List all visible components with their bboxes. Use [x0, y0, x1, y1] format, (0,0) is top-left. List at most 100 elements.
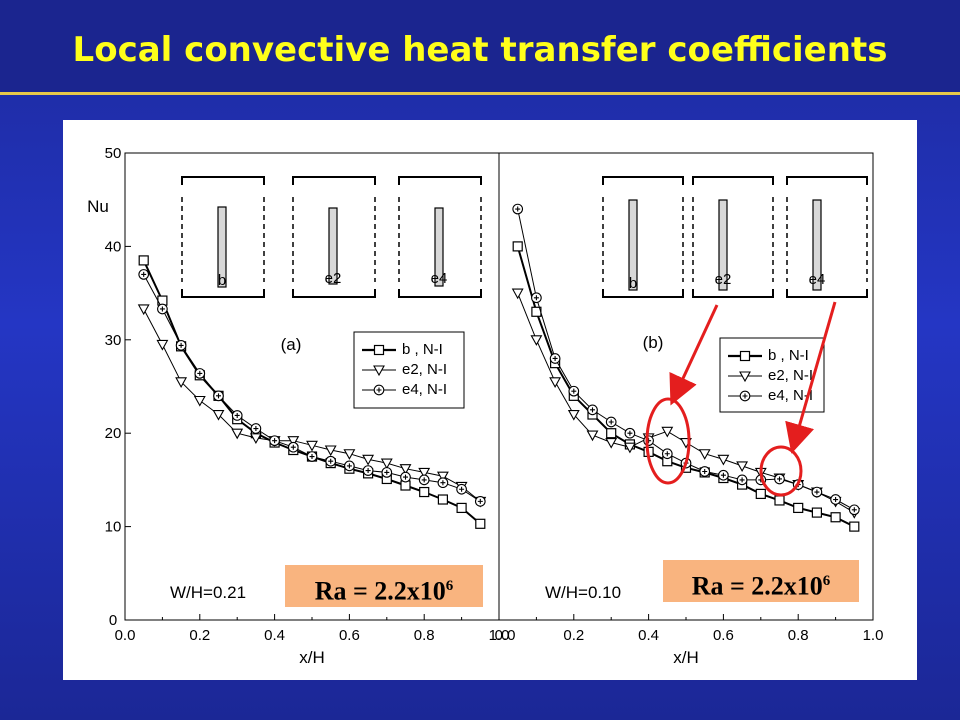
- x-tick-label: 0.4: [264, 627, 285, 644]
- data-point-circle-plus-plus: [777, 476, 782, 482]
- inset-e4: [398, 176, 482, 298]
- data-point-circle-plus-plus: [459, 486, 465, 492]
- inset-plate: [217, 206, 227, 288]
- highlight-ellipse-e2: [645, 397, 691, 485]
- inset-plate: [812, 199, 822, 291]
- data-point-circle-plus-plus: [309, 454, 315, 460]
- data-point-circle-plus-plus: [178, 342, 184, 348]
- data-point-circle-plus-plus: [664, 451, 670, 457]
- data-point-triangle-down: [212, 409, 225, 421]
- data-point-square: [755, 488, 766, 500]
- x-tick-label: 0.0: [495, 627, 516, 644]
- data-point-square: [437, 494, 448, 505]
- data-point-triangle-down: [380, 458, 393, 470]
- legend-label: e4, N-I: [402, 381, 447, 398]
- data-point-circle-plus-plus: [720, 472, 726, 478]
- data-point-triangle-down: [717, 454, 730, 466]
- inset-top-wall: [692, 176, 774, 185]
- ra-label-a-main: Ra = 2.2x10: [314, 576, 446, 606]
- inset-label: e2: [715, 271, 732, 288]
- data-point-circle-plus-plus: [833, 497, 839, 503]
- data-point-circle-plus-plus: [365, 468, 371, 474]
- inset-top-wall: [602, 176, 684, 185]
- title-band: [0, 0, 960, 92]
- ra-label-a: Ra = 2.2x106: [285, 565, 483, 607]
- data-point-circle-plus-plus: [253, 426, 259, 432]
- x-tick-label: 0.6: [339, 627, 360, 644]
- data-point-triangle-down: [530, 335, 543, 346]
- data-point-circle-plus-plus: [533, 295, 539, 301]
- inset-b: [602, 176, 684, 298]
- data-point-circle-plus-plus: [216, 393, 221, 399]
- data-point-triangle-down: [231, 428, 244, 440]
- inset-bottom-wall: [692, 289, 774, 298]
- data-point-circle-plus-plus: [814, 489, 820, 495]
- data-point-circle-plus-plus: [571, 388, 577, 394]
- data-point-triangle-down: [736, 461, 749, 473]
- legend-marker: [373, 344, 385, 356]
- inset-top-wall: [398, 176, 482, 185]
- data-point-circle-plus-plus: [197, 370, 203, 376]
- inset-label: e2: [325, 270, 342, 287]
- inset-b: [181, 176, 265, 298]
- data-point-circle-plus-plus: [403, 474, 408, 480]
- figure-panel: 0 10 20 30 40 50 Nu 0.0 0.2 0.4 0.6 0.8 1.0 x/H (a) W/H…: [63, 120, 917, 680]
- data-point-triangle-down: [137, 304, 150, 316]
- ra-label-b-main: Ra = 2.2x10: [691, 571, 823, 601]
- inset-e2: [692, 176, 774, 298]
- data-point-square: [419, 486, 430, 498]
- inset-bottom-wall: [181, 289, 265, 298]
- data-point-circle-plus-plus: [590, 407, 595, 413]
- data-point-circle-plus-plus: [552, 355, 558, 361]
- data-point-square: [830, 512, 841, 523]
- data-point-triangle-down: [661, 426, 674, 438]
- data-point-triangle-down: [324, 445, 337, 457]
- inset-plate: [718, 199, 728, 291]
- inset-bottom-wall: [292, 289, 376, 298]
- y-tick-label: 40: [105, 238, 122, 255]
- data-point-triangle-down: [586, 430, 599, 442]
- data-point-circle-plus-plus: [159, 306, 165, 312]
- data-point-square: [475, 518, 486, 529]
- inset-label: b: [629, 275, 637, 292]
- data-point-circle-plus-plus: [384, 469, 390, 475]
- data-point-triangle-down: [418, 467, 431, 479]
- y-tick-label: 20: [105, 425, 122, 442]
- panel-label: (b): [643, 333, 664, 352]
- data-point-circle-plus-plus: [627, 430, 633, 436]
- inset-plate: [628, 199, 638, 291]
- data-point-triangle-down: [511, 288, 524, 300]
- legend-label: e2, N-I: [402, 361, 447, 378]
- arrow-to-e2: [669, 304, 719, 406]
- inset-plate: [328, 207, 338, 285]
- data-point-square: [512, 241, 523, 252]
- data-point-circle-plus-plus: [739, 477, 745, 483]
- data-point-circle-plus-plus: [440, 480, 446, 486]
- inset-top-wall: [292, 176, 376, 185]
- data-point-circle-plus-plus: [702, 468, 708, 474]
- inset-top-wall: [786, 176, 868, 185]
- x-tick-label: 0.8: [414, 627, 435, 644]
- inset-label: e4: [431, 270, 448, 287]
- inset-e4: [786, 176, 868, 298]
- y-tick-label: 30: [105, 332, 122, 349]
- inset-bottom-wall: [786, 289, 868, 298]
- data-point-circle-plus-plus: [851, 507, 857, 513]
- x-axis-label: x/H: [299, 648, 325, 667]
- data-point-square: [138, 255, 149, 266]
- x-tick-label: 1.0: [489, 627, 510, 644]
- ra-label-b: Ra = 2.2x106: [663, 560, 859, 602]
- data-point-triangle-down: [362, 454, 375, 466]
- inset-e2: [292, 176, 376, 298]
- geometry-note: W/H=0.10: [545, 583, 621, 602]
- data-point-triangle-down: [698, 449, 711, 460]
- x-tick-label: 0.6: [713, 627, 734, 644]
- inset-bottom-wall: [398, 289, 482, 298]
- legend-label: b , N-I: [768, 347, 809, 364]
- legend-marker: [739, 371, 751, 383]
- x-tick-label: 0.4: [638, 627, 659, 644]
- x-tick-label: 0.8: [788, 627, 809, 644]
- data-point-triangle-down: [567, 409, 580, 421]
- data-point-triangle-down: [549, 377, 562, 388]
- data-point-square: [811, 507, 823, 518]
